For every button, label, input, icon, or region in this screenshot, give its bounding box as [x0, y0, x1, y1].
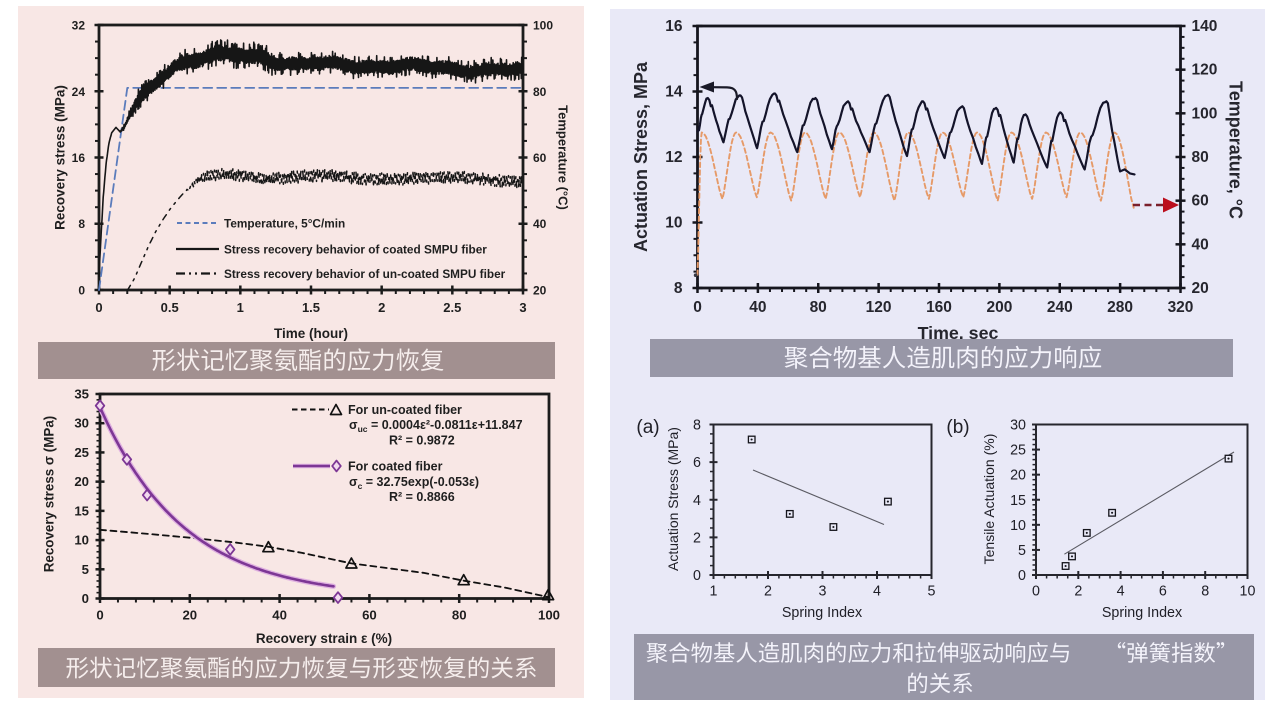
- svg-text:6: 6: [693, 455, 701, 471]
- svg-text:60: 60: [1192, 193, 1209, 210]
- svg-text:3: 3: [519, 300, 526, 315]
- svg-text:20: 20: [1010, 468, 1026, 484]
- svg-text:30: 30: [74, 416, 89, 431]
- svg-text:(a): (a): [636, 417, 659, 438]
- svg-text:σc = 32.75exp(-0.053ε): σc = 32.75exp(-0.053ε): [349, 475, 479, 491]
- svg-text:15: 15: [1010, 493, 1026, 509]
- svg-text:15: 15: [74, 503, 89, 518]
- svg-text:40: 40: [749, 299, 766, 316]
- svg-text:8: 8: [693, 418, 701, 434]
- svg-text:1: 1: [237, 300, 244, 315]
- svg-text:25: 25: [1010, 443, 1026, 459]
- svg-text:80: 80: [810, 299, 827, 316]
- svg-text:8: 8: [674, 280, 683, 297]
- svg-text:0: 0: [95, 300, 102, 315]
- svg-text:Actuation Stress, MPa: Actuation Stress, MPa: [631, 61, 651, 252]
- svg-text:10: 10: [665, 215, 682, 232]
- svg-text:0: 0: [78, 284, 85, 298]
- svg-text:40: 40: [272, 608, 287, 623]
- svg-text:280: 280: [1107, 299, 1133, 316]
- svg-text:200: 200: [986, 299, 1012, 316]
- svg-text:0: 0: [693, 299, 702, 316]
- svg-text:10: 10: [1240, 584, 1256, 600]
- svg-text:80: 80: [533, 85, 547, 99]
- svg-text:35: 35: [74, 387, 89, 402]
- svg-text:8: 8: [1201, 584, 1209, 600]
- svg-text:8: 8: [78, 217, 85, 231]
- svg-text:0.5: 0.5: [161, 300, 179, 315]
- svg-text:Recovery stress (MPa): Recovery stress (MPa): [53, 85, 68, 230]
- svg-text:5: 5: [1018, 543, 1026, 559]
- svg-text:25: 25: [74, 445, 89, 460]
- svg-text:100: 100: [538, 608, 560, 623]
- svg-text:0: 0: [693, 568, 701, 584]
- svg-text:Recovery strain ε (%): Recovery strain ε (%): [256, 631, 392, 646]
- svg-text:R² = 0.9872: R² = 0.9872: [389, 434, 455, 448]
- svg-text:40: 40: [533, 217, 547, 231]
- svg-text:Recovery stress σ (MPa): Recovery stress σ (MPa): [42, 416, 57, 573]
- svg-text:320: 320: [1168, 299, 1194, 316]
- svg-text:20: 20: [1192, 280, 1209, 297]
- svg-text:120: 120: [866, 299, 892, 316]
- svg-text:100: 100: [1192, 105, 1218, 122]
- svg-text:20: 20: [533, 284, 547, 298]
- svg-text:0: 0: [1032, 584, 1040, 600]
- svg-text:R² = 0.8866: R² = 0.8866: [389, 490, 455, 504]
- svg-text:16: 16: [72, 151, 86, 165]
- svg-text:2: 2: [1074, 584, 1082, 600]
- svg-text:0: 0: [96, 608, 103, 623]
- svg-text:140: 140: [1192, 18, 1218, 35]
- svg-text:10: 10: [1010, 518, 1026, 534]
- svg-text:Spring Index: Spring Index: [1102, 605, 1182, 621]
- svg-text:240: 240: [1047, 299, 1073, 316]
- svg-text:Temperature, 5°C/min: Temperature, 5°C/min: [224, 217, 345, 231]
- svg-text:120: 120: [1192, 62, 1218, 79]
- svg-text:32: 32: [72, 19, 86, 33]
- svg-text:For coated fiber: For coated fiber: [348, 460, 443, 474]
- svg-text:Tensile Actuation (%): Tensile Actuation (%): [981, 434, 997, 565]
- svg-text:160: 160: [926, 299, 952, 316]
- svg-text:4: 4: [873, 584, 881, 600]
- svg-text:6: 6: [1159, 584, 1167, 600]
- svg-text:σuc = 0.0004ε²-0.0811ε+11.847: σuc = 0.0004ε²-0.0811ε+11.847: [349, 418, 523, 434]
- svg-text:60: 60: [362, 608, 377, 623]
- svg-text:4: 4: [1117, 584, 1125, 600]
- svg-text:Temperature (°C): Temperature (°C): [556, 105, 571, 210]
- svg-text:100: 100: [533, 19, 553, 33]
- svg-text:4: 4: [693, 493, 701, 509]
- svg-text:Spring Index: Spring Index: [782, 605, 862, 621]
- svg-text:3: 3: [819, 584, 827, 600]
- svg-text:40: 40: [1192, 236, 1209, 253]
- svg-text:0: 0: [82, 591, 89, 606]
- svg-text:5: 5: [82, 562, 89, 577]
- svg-text:16: 16: [665, 18, 683, 35]
- svg-text:20: 20: [74, 474, 89, 489]
- svg-text:80: 80: [452, 608, 467, 623]
- svg-text:2: 2: [693, 530, 701, 546]
- svg-text:Time, sec: Time, sec: [918, 323, 999, 343]
- svg-text:30: 30: [1010, 418, 1026, 434]
- svg-text:10: 10: [74, 533, 89, 548]
- svg-text:Actuation Stress (MPa): Actuation Stress (MPa): [665, 427, 681, 571]
- svg-text:Time (hour): Time (hour): [274, 326, 348, 341]
- svg-text:1.5: 1.5: [302, 300, 320, 315]
- svg-text:60: 60: [533, 151, 547, 165]
- svg-text:2: 2: [764, 584, 772, 600]
- svg-text:0: 0: [1018, 568, 1026, 584]
- svg-text:2.5: 2.5: [443, 300, 461, 315]
- svg-text:Stress recovery behavior of un: Stress recovery behavior of un-coated SM…: [224, 267, 506, 281]
- svg-text:20: 20: [182, 608, 197, 623]
- svg-text:5: 5: [928, 584, 936, 600]
- svg-text:For un-coated fiber: For un-coated fiber: [348, 403, 462, 417]
- svg-text:(b): (b): [946, 417, 969, 438]
- svg-text:12: 12: [665, 149, 682, 166]
- svg-text:24: 24: [72, 85, 86, 99]
- svg-text:80: 80: [1192, 149, 1209, 166]
- svg-text:2: 2: [378, 300, 385, 315]
- svg-text:14: 14: [665, 84, 683, 101]
- svg-text:Temperature, °C: Temperature, °C: [1226, 81, 1246, 219]
- svg-text:1: 1: [710, 584, 718, 600]
- svg-text:Stress recovery behavior of co: Stress recovery behavior of coated SMPU …: [224, 243, 487, 257]
